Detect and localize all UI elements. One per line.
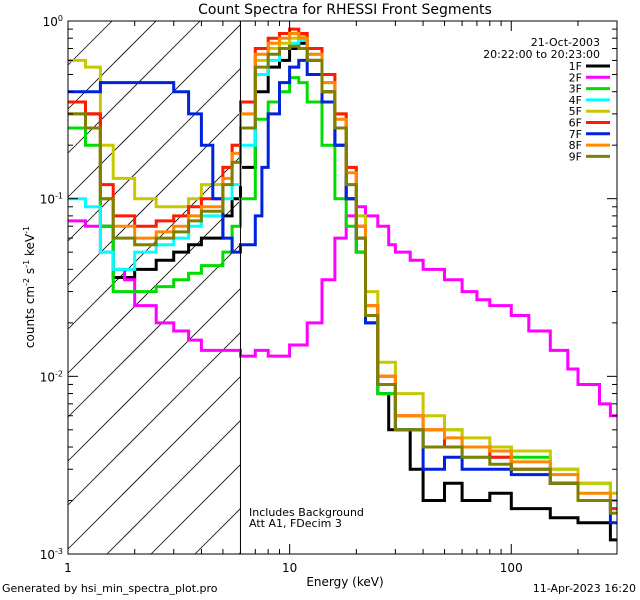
hatch-line (67, 24, 241, 198)
series-8f-line (68, 32, 617, 502)
y-tick-label: 10-2 (40, 369, 63, 384)
footer-timestamp: 11-Apr-2023 16:20 (532, 582, 636, 595)
hatch-line (67, 68, 241, 242)
y-tick-label: 100 (43, 14, 63, 29)
legend-label-2f: 2F (569, 71, 582, 84)
series-4f-line (68, 38, 617, 511)
hatch-line (67, 200, 241, 374)
x-tick-label: 100 (500, 561, 523, 575)
hatch-line (106, 420, 241, 555)
hatch-line (150, 464, 241, 555)
hatch-line (67, 244, 241, 418)
legend-label-8f: 8F (569, 139, 582, 152)
hatch-line (67, 332, 241, 506)
hatch-line (194, 508, 241, 555)
hatch-line (67, 376, 241, 550)
plot-frame (67, 20, 618, 555)
series-9f-line (68, 44, 617, 515)
footer-generated-by: Generated by hsi_min_spectra_plot.pro (2, 582, 218, 595)
hatch-line (67, 20, 157, 110)
x-axis-label: Energy (keV) (306, 575, 383, 589)
legend-label-4f: 4F (569, 94, 582, 107)
series-group (68, 27, 617, 542)
series-5f-line (68, 34, 617, 495)
annotation-attenuator: Att A1, FDecim 3 (249, 517, 342, 530)
date-label: 21-Oct-2003 (531, 36, 600, 49)
legend-label-1f: 1F (569, 60, 582, 73)
y-tick-label: 10-3 (40, 547, 63, 562)
x-tick-label: 1 (64, 561, 72, 575)
time-range-label: 20:22:00 to 20:23:00 (483, 48, 600, 61)
hatch-line (67, 20, 113, 66)
legend-label-3f: 3F (569, 83, 582, 96)
legend-label-7f: 7F (569, 128, 582, 141)
excluded-energy-hatching (67, 20, 241, 555)
series-3f-line (68, 76, 617, 502)
chart-title: Count Spectra for RHESSI Front Segments (198, 2, 492, 18)
legend-label-9f: 9F (569, 150, 582, 163)
legend-label-6f: 6F (569, 117, 582, 130)
annotation-background: Includes Background (249, 506, 364, 519)
axes-group: 1 10 100 100 10-1 10-2 10-3 (40, 14, 618, 575)
series-2f-line (68, 205, 617, 418)
hatch-line (67, 156, 241, 330)
y-axis-label: counts cm-2 s-1 keV-1 (22, 226, 37, 348)
series-7f-line (68, 58, 617, 525)
hatch-line (67, 20, 201, 154)
y-tick-label: 10-1 (40, 192, 63, 207)
legend-label-5f: 5F (569, 105, 582, 118)
hatch-line (67, 288, 241, 462)
x-tick-label: 10 (282, 561, 297, 575)
